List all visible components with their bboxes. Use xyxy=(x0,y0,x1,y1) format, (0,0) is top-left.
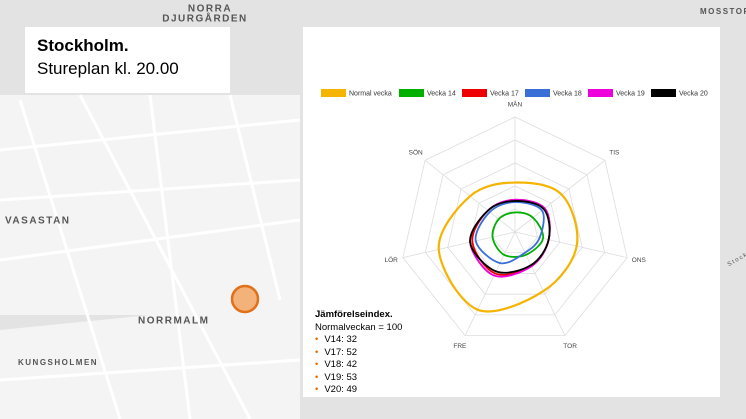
axis-label: MÅN xyxy=(508,100,523,109)
map-label: DJURGÅRDEN xyxy=(162,12,248,25)
legend-swatch xyxy=(399,89,424,97)
legend-swatch xyxy=(462,89,487,97)
legend-label: Vecka 20 xyxy=(679,90,708,97)
axis-label: TOR xyxy=(563,343,577,350)
grid-ring xyxy=(447,162,583,295)
series-line xyxy=(437,181,579,313)
legend-label: Vecka 18 xyxy=(553,90,582,97)
series-line xyxy=(474,201,545,265)
legend-swatch xyxy=(525,89,550,97)
map-label: MOSSTORP xyxy=(700,7,746,16)
title-box: Stockholm. Stureplan kl. 20.00 xyxy=(25,27,230,93)
legend-label: Normal vecka xyxy=(349,90,392,97)
index-box: Jämförelseindex. Normalveckan = 100 V14:… xyxy=(315,309,402,397)
legend-swatch xyxy=(588,89,613,97)
map-label: NORRMALM xyxy=(138,316,209,327)
index-item: V17: 52 xyxy=(315,347,402,360)
grid-ring xyxy=(424,139,606,316)
index-title: Jämförelseindex. xyxy=(315,309,393,320)
legend-label: Vecka 14 xyxy=(427,90,456,97)
axis-label: SÖN xyxy=(409,149,423,157)
axis-label: ONS xyxy=(632,257,647,264)
legend-label: Vecka 19 xyxy=(616,90,645,97)
title: Stockholm. xyxy=(37,36,129,55)
spoke xyxy=(464,231,516,336)
legend-swatch xyxy=(651,89,676,97)
index-item: V14: 32 xyxy=(315,334,402,347)
index-item: V20: 49 xyxy=(315,384,402,397)
spoke xyxy=(514,159,606,233)
axis-label: FRE xyxy=(453,343,467,350)
map-label: VASASTAN xyxy=(5,216,71,227)
legend-label: Vecka 17 xyxy=(490,90,519,97)
index-item: V18: 42 xyxy=(315,359,402,372)
axis-label: LÖR xyxy=(384,256,398,264)
subtitle: Stureplan kl. 20.00 xyxy=(37,59,179,78)
spoke xyxy=(514,231,628,258)
spoke xyxy=(514,231,566,336)
grid-ring xyxy=(402,116,628,337)
spoke xyxy=(402,231,516,258)
series-line xyxy=(469,200,551,274)
index-item: V19: 53 xyxy=(315,372,402,385)
map-label: KUNGSHOLMEN xyxy=(18,358,98,367)
legend-swatch xyxy=(321,89,346,97)
map-label: NORRA xyxy=(188,4,232,15)
series-line xyxy=(491,211,545,258)
axis-label: TIS xyxy=(609,150,620,157)
index-subtitle: Normalveckan = 100 xyxy=(315,321,403,333)
